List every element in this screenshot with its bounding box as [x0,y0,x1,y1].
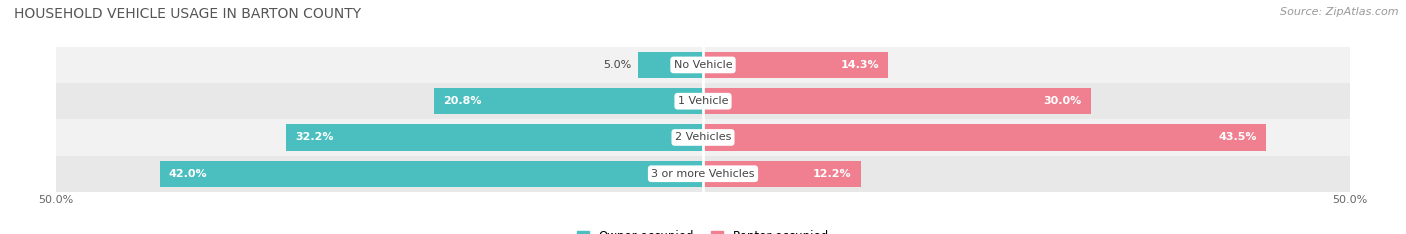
Bar [56,47,1350,83]
Text: Source: ZipAtlas.com: Source: ZipAtlas.com [1281,7,1399,17]
Text: 42.0%: 42.0% [169,169,208,179]
Text: 20.8%: 20.8% [443,96,481,106]
Text: 2 Vehicles: 2 Vehicles [675,132,731,143]
Bar [160,161,703,187]
Legend: Owner-occupied, Renter-occupied: Owner-occupied, Renter-occupied [576,230,830,234]
Bar [56,83,1350,119]
Bar [56,156,1350,192]
Bar [434,88,703,114]
Text: No Vehicle: No Vehicle [673,60,733,70]
Text: 3 or more Vehicles: 3 or more Vehicles [651,169,755,179]
Bar [703,124,1265,150]
Text: 43.5%: 43.5% [1218,132,1257,143]
Bar [703,161,860,187]
Bar [287,124,703,150]
Text: 14.3%: 14.3% [841,60,879,70]
Bar [56,119,1350,156]
Text: 12.2%: 12.2% [813,169,852,179]
Bar [703,88,1091,114]
Text: 1 Vehicle: 1 Vehicle [678,96,728,106]
Text: 32.2%: 32.2% [295,132,335,143]
Bar [638,52,703,78]
Bar [703,52,889,78]
Text: 30.0%: 30.0% [1043,96,1083,106]
Text: HOUSEHOLD VEHICLE USAGE IN BARTON COUNTY: HOUSEHOLD VEHICLE USAGE IN BARTON COUNTY [14,7,361,21]
Text: 5.0%: 5.0% [603,60,631,70]
